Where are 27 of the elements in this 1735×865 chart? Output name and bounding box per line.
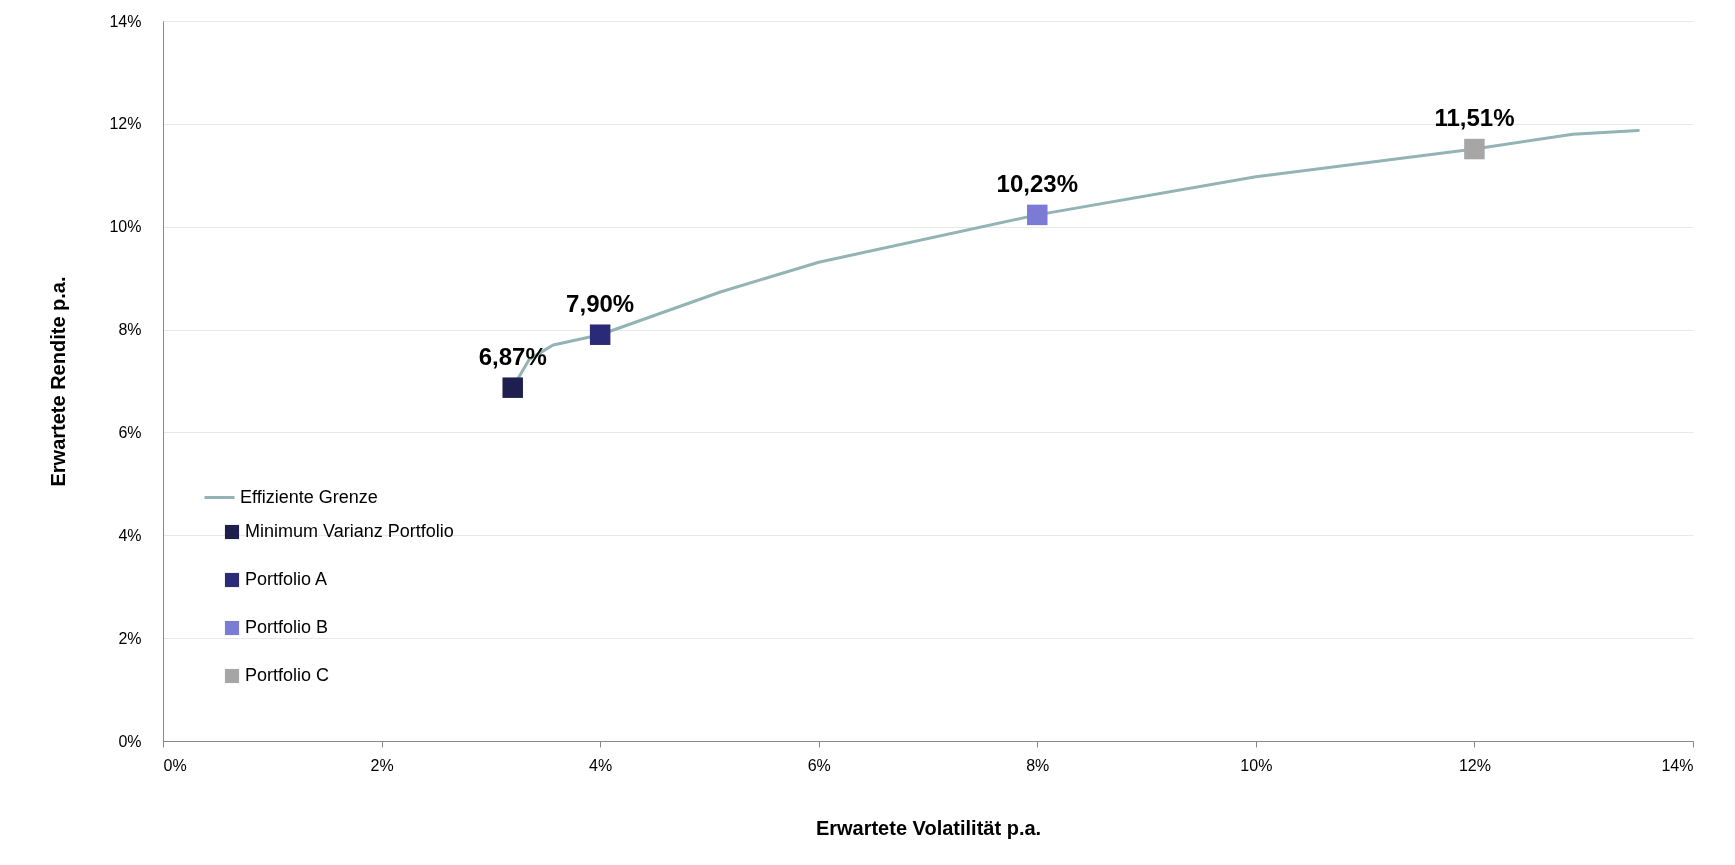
- data-label: 6,87%: [478, 342, 547, 370]
- y-tick-label: 4%: [118, 526, 142, 544]
- y-tick-label: 2%: [118, 629, 142, 647]
- data-label: 10,23%: [996, 169, 1078, 197]
- x-tick-label: 2%: [370, 756, 394, 774]
- y-tick-label: 8%: [118, 321, 142, 339]
- y-tick-label: 14%: [109, 12, 142, 30]
- y-tick-label: 12%: [109, 115, 142, 133]
- y-tick-label: 0%: [118, 732, 142, 750]
- y-axis-title: Erwartete Rendite p.a.: [47, 276, 70, 487]
- x-tick-label: 14%: [1661, 756, 1694, 774]
- data-label: 7,90%: [566, 289, 635, 317]
- y-tick-label: 6%: [118, 423, 142, 441]
- x-tick-label: 10%: [1240, 756, 1273, 774]
- data-label: 11,51%: [1434, 104, 1515, 132]
- x-tick-label: 0%: [163, 756, 187, 774]
- x-tick-label: 12%: [1458, 756, 1491, 774]
- x-tick-label: 4%: [589, 756, 613, 774]
- y-tick-label: 10%: [109, 218, 142, 236]
- legend-label: Effiziente Grenze: [240, 486, 378, 507]
- legend-label: Portfolio A: [245, 569, 328, 589]
- x-tick-label: 8%: [1026, 756, 1050, 774]
- x-axis-title: Erwartete Volatilität p.a.: [815, 816, 1042, 839]
- legend-label: Portfolio C: [245, 665, 330, 685]
- legend-label: Portfolio B: [245, 617, 329, 637]
- x-tick-label: 6%: [807, 756, 831, 774]
- legend-label: Minimum Varianz Portfolio: [245, 521, 454, 541]
